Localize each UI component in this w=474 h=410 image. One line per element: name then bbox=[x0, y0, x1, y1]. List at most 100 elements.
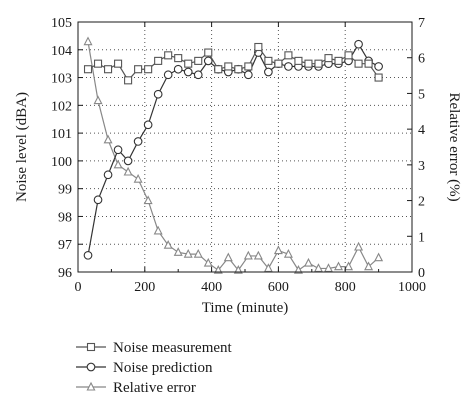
data-point-measurement bbox=[254, 42, 263, 52]
data-point-prediction bbox=[113, 145, 123, 155]
data-point-measurement bbox=[124, 76, 133, 85]
x-tick-label: 600 bbox=[268, 280, 289, 295]
data-point-measurement bbox=[214, 65, 223, 74]
data-point-relative-error bbox=[283, 248, 293, 258]
data-point-relative-error bbox=[354, 241, 364, 251]
data-point-relative-error bbox=[334, 261, 344, 271]
y-tick-label-right: 5 bbox=[418, 87, 425, 102]
data-point-relative-error bbox=[123, 166, 133, 176]
data-point-relative-error bbox=[344, 261, 354, 271]
data-point-measurement bbox=[144, 65, 153, 74]
data-point-measurement bbox=[324, 54, 333, 63]
data-point-relative-error bbox=[203, 257, 213, 267]
data-point-measurement bbox=[304, 59, 313, 68]
y-axis-title-right: Relative error (%) bbox=[446, 92, 462, 201]
data-point-measurement bbox=[83, 65, 93, 74]
data-point-measurement bbox=[294, 56, 303, 65]
data-point-relative-error bbox=[183, 248, 193, 258]
data-point-relative-error bbox=[364, 261, 374, 271]
x-tick-label: 0 bbox=[75, 280, 82, 295]
data-point-relative-error bbox=[193, 248, 203, 258]
data-point-relative-error bbox=[374, 252, 384, 262]
y-axis-title-left: Noise level (dBA) bbox=[14, 92, 30, 202]
y-tick-label-right: 1 bbox=[418, 230, 425, 245]
data-point-measurement bbox=[164, 51, 173, 60]
y-tick-label-left: 102 bbox=[51, 99, 72, 114]
legend-label-prediction: Noise prediction bbox=[113, 360, 213, 376]
series-layer bbox=[83, 36, 384, 274]
legend-label-measurement: Noise measurement bbox=[113, 340, 233, 356]
data-point-prediction bbox=[374, 62, 383, 71]
y-tick-label-left: 100 bbox=[51, 155, 72, 170]
legend-item-relative-error: Relative error bbox=[76, 380, 196, 396]
data-point-prediction bbox=[133, 137, 143, 146]
y-tick-label-right: 6 bbox=[418, 52, 425, 67]
data-point-prediction bbox=[103, 170, 113, 180]
data-point-measurement bbox=[364, 59, 373, 68]
y-tick-label-right: 4 bbox=[418, 123, 425, 138]
y-tick-label-right: 2 bbox=[418, 195, 425, 210]
plot-frame bbox=[77, 21, 413, 273]
data-point-measurement bbox=[274, 59, 283, 68]
data-point-measurement bbox=[244, 62, 253, 71]
y-tick-label-left: 105 bbox=[51, 16, 72, 31]
grid bbox=[78, 22, 412, 272]
data-point-relative-error bbox=[223, 252, 233, 262]
legend-marker-measurement bbox=[86, 342, 96, 352]
data-point-relative-error bbox=[273, 245, 283, 255]
data-point-measurement bbox=[264, 56, 273, 65]
data-point-relative-error bbox=[143, 195, 153, 205]
y-tick-label-right: 7 bbox=[418, 16, 425, 31]
y-tick-label-left: 98 bbox=[58, 210, 72, 225]
legend: Noise measurement Noise prediction Relativ… bbox=[76, 340, 233, 396]
x-tick-label: 400 bbox=[201, 280, 222, 295]
data-point-measurement bbox=[314, 59, 323, 68]
data-point-prediction bbox=[153, 89, 163, 99]
data-point-prediction bbox=[284, 62, 293, 71]
data-point-relative-error bbox=[163, 240, 173, 249]
data-point-measurement bbox=[234, 65, 243, 74]
data-point-measurement bbox=[114, 59, 123, 68]
data-point-prediction bbox=[143, 120, 153, 130]
y-tick-label-left: 99 bbox=[58, 183, 72, 198]
data-point-measurement bbox=[204, 48, 213, 57]
data-point-measurement bbox=[93, 59, 103, 68]
data-point-prediction bbox=[264, 67, 273, 77]
y-tick-label-right: 3 bbox=[418, 159, 425, 174]
x-axis-title: Time (minute) bbox=[202, 300, 289, 316]
series-relative-error bbox=[83, 36, 384, 274]
series-measurement bbox=[83, 42, 383, 85]
data-point-prediction bbox=[123, 156, 133, 166]
y-tick-label-left: 101 bbox=[51, 127, 72, 142]
data-point-relative-error bbox=[93, 95, 103, 105]
data-point-measurement bbox=[374, 73, 383, 82]
legend-item-prediction: Noise prediction bbox=[76, 360, 213, 376]
data-point-measurement bbox=[284, 51, 293, 60]
data-point-relative-error bbox=[323, 263, 334, 272]
data-point-relative-error bbox=[153, 225, 163, 235]
data-point-measurement bbox=[174, 54, 183, 63]
data-point-relative-error bbox=[263, 263, 273, 272]
data-point-relative-error bbox=[313, 263, 323, 272]
y-tick-label-left: 104 bbox=[51, 44, 72, 59]
data-point-measurement bbox=[104, 65, 113, 74]
legend-marker-prediction bbox=[86, 362, 96, 372]
x-tick-label: 1000 bbox=[398, 280, 426, 295]
data-point-prediction bbox=[354, 39, 363, 49]
x-tick-label: 200 bbox=[134, 280, 155, 295]
data-point-relative-error bbox=[103, 134, 113, 144]
data-point-measurement bbox=[224, 62, 233, 71]
data-point-measurement bbox=[194, 56, 203, 65]
axes: 0 200 400 600 800 100096979899100101102103104… bbox=[14, 16, 462, 316]
legend-marker-relative-error bbox=[86, 381, 96, 391]
data-point-relative-error bbox=[113, 159, 123, 169]
data-point-relative-error bbox=[133, 173, 143, 183]
data-point-prediction bbox=[83, 250, 93, 260]
data-point-relative-error bbox=[253, 250, 263, 260]
data-point-relative-error bbox=[173, 247, 183, 256]
data-point-relative-error bbox=[293, 265, 303, 274]
legend-label-relative-error: Relative error bbox=[113, 380, 196, 396]
data-point-relative-error bbox=[233, 265, 243, 274]
